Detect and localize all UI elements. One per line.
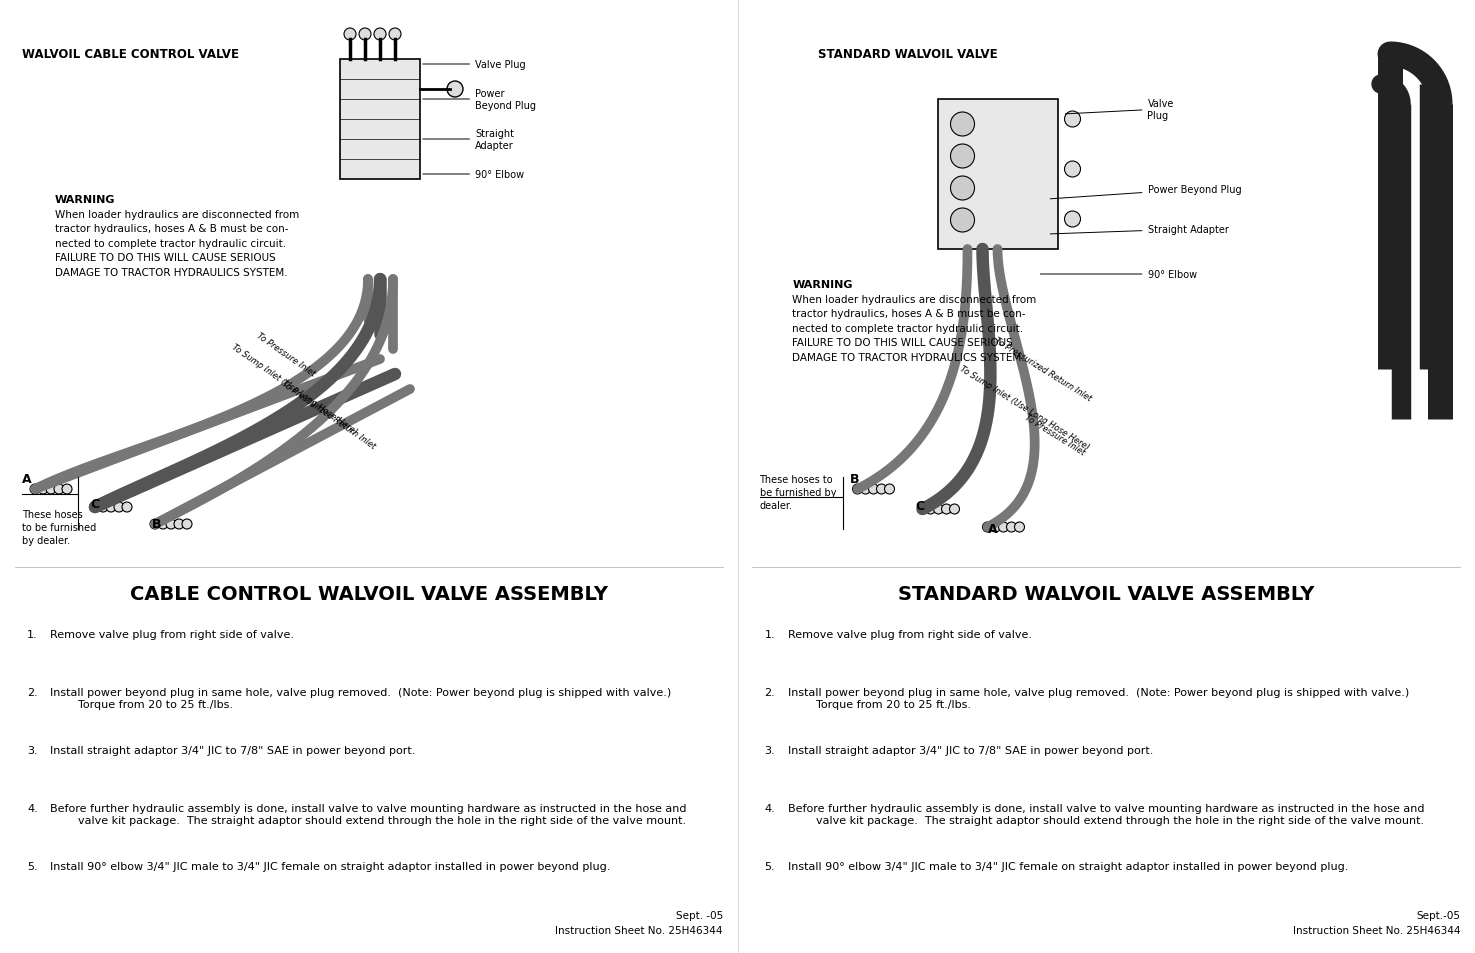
Text: 4.: 4. (764, 803, 776, 813)
Text: 1.: 1. (764, 629, 776, 639)
Text: Remove valve plug from right side of valve.: Remove valve plug from right side of val… (50, 629, 294, 639)
Circle shape (934, 504, 944, 515)
Circle shape (885, 484, 894, 495)
Text: Before further hydraulic assembly is done, install valve to valve mounting hardw: Before further hydraulic assembly is don… (788, 803, 1423, 824)
Text: To Sump Inlet (Use Long Hose Here): To Sump Inlet (Use Long Hose Here) (230, 343, 358, 436)
Text: 5.: 5. (764, 862, 776, 871)
Text: CABLE CONTROL WALVOIL VALVE ASSEMBLY: CABLE CONTROL WALVOIL VALVE ASSEMBLY (130, 584, 608, 603)
Circle shape (358, 29, 372, 41)
Circle shape (925, 504, 935, 515)
Text: Valve
Plug: Valve Plug (1065, 99, 1174, 121)
Circle shape (1065, 112, 1081, 128)
Circle shape (181, 519, 192, 530)
Text: Valve Plug: Valve Plug (423, 60, 525, 70)
Circle shape (55, 484, 63, 495)
Circle shape (1015, 522, 1025, 533)
Circle shape (30, 484, 40, 495)
Circle shape (97, 502, 108, 513)
Circle shape (389, 29, 401, 41)
Circle shape (344, 29, 355, 41)
Circle shape (876, 484, 886, 495)
Text: 2.: 2. (764, 687, 776, 698)
Bar (938, 100, 1058, 250)
Circle shape (114, 502, 124, 513)
Circle shape (106, 502, 117, 513)
Circle shape (1065, 162, 1081, 178)
Text: 4.: 4. (27, 803, 38, 813)
Circle shape (991, 522, 1000, 533)
Circle shape (174, 519, 184, 530)
Text: Install 90° elbow 3/4" JIC male to 3/4" JIC female on straight adaptor installed: Install 90° elbow 3/4" JIC male to 3/4" … (788, 862, 1348, 871)
Text: B: B (850, 473, 858, 486)
Text: Install 90° elbow 3/4" JIC male to 3/4" JIC female on straight adaptor installed: Install 90° elbow 3/4" JIC male to 3/4" … (50, 862, 611, 871)
Text: Sept. -05
Instruction Sheet No. 25H46344: Sept. -05 Instruction Sheet No. 25H46344 (555, 910, 723, 935)
Text: 90° Elbow: 90° Elbow (1040, 270, 1196, 280)
Circle shape (38, 484, 49, 495)
Circle shape (950, 145, 975, 169)
Circle shape (860, 484, 870, 495)
Text: Install power beyond plug in same hole, valve plug removed.  (Note: Power beyond: Install power beyond plug in same hole, … (50, 687, 671, 709)
Text: 90° Elbow: 90° Elbow (423, 170, 524, 180)
Text: To Sump Inlet (Use Long Hose Here): To Sump Inlet (Use Long Hose Here) (957, 364, 1090, 452)
Text: C: C (916, 500, 925, 513)
Text: 5.: 5. (27, 862, 38, 871)
Text: C: C (90, 498, 99, 511)
Circle shape (917, 504, 928, 515)
Text: 3.: 3. (27, 745, 38, 755)
Text: 1.: 1. (27, 629, 38, 639)
Text: 3.: 3. (764, 745, 776, 755)
Circle shape (90, 502, 100, 513)
Text: STANDARD WALVOIL VALVE ASSEMBLY: STANDARD WALVOIL VALVE ASSEMBLY (898, 584, 1314, 603)
Text: B: B (152, 518, 161, 531)
Text: WALVOIL CABLE CONTROL VALVE: WALVOIL CABLE CONTROL VALVE (22, 48, 239, 61)
Text: When loader hydraulics are disconnected from
tractor hydraulics, hoses A & B mus: When loader hydraulics are disconnected … (792, 294, 1037, 362)
Text: A: A (22, 473, 31, 486)
Circle shape (46, 484, 56, 495)
Text: These hoses to
be furnished by
dealer.: These hoses to be furnished by dealer. (760, 475, 836, 511)
Circle shape (62, 484, 72, 495)
Circle shape (999, 522, 1009, 533)
Circle shape (447, 82, 463, 98)
Circle shape (941, 504, 951, 515)
Circle shape (982, 522, 993, 533)
Circle shape (167, 519, 176, 530)
Text: To Pressure Inlet: To Pressure Inlet (255, 331, 317, 378)
Text: When loader hydraulics are disconnected from
tractor hydraulics, hoses A & B mus: When loader hydraulics are disconnected … (55, 210, 299, 277)
Text: Install straight adaptor 3/4" JIC to 7/8" SAE in power beyond port.: Install straight adaptor 3/4" JIC to 7/8… (788, 745, 1153, 755)
Circle shape (869, 484, 879, 495)
Text: WARNING: WARNING (55, 194, 115, 205)
Circle shape (950, 504, 960, 515)
Text: A: A (987, 523, 997, 536)
Text: To Pressurized Return Inlet: To Pressurized Return Inlet (993, 336, 1093, 403)
Text: Straight
Adapter: Straight Adapter (423, 129, 513, 151)
Text: Straight Adapter: Straight Adapter (1050, 225, 1229, 234)
Text: Before further hydraulic assembly is done, install valve to valve mounting hardw: Before further hydraulic assembly is don… (50, 803, 686, 824)
Circle shape (853, 484, 863, 495)
Text: STANDARD WALVOIL VALVE: STANDARD WALVOIL VALVE (817, 48, 997, 61)
Circle shape (150, 519, 159, 530)
Circle shape (375, 29, 386, 41)
Text: These hoses
to be furnished
by dealer.: These hoses to be furnished by dealer. (22, 510, 96, 546)
Text: Power Beyond Plug: Power Beyond Plug (1050, 185, 1240, 199)
Text: WARNING: WARNING (792, 280, 853, 290)
Text: To Pressure Inlet: To Pressure Inlet (1022, 413, 1086, 456)
Circle shape (1065, 212, 1081, 228)
Circle shape (950, 209, 975, 233)
Circle shape (122, 502, 131, 513)
Circle shape (1006, 522, 1016, 533)
Text: Install power beyond plug in same hole, valve plug removed.  (Note: Power beyond: Install power beyond plug in same hole, … (788, 687, 1409, 709)
Text: Sept.-05
Instruction Sheet No. 25H46344: Sept.-05 Instruction Sheet No. 25H46344 (1292, 910, 1460, 935)
Circle shape (950, 112, 975, 137)
Circle shape (158, 519, 168, 530)
Circle shape (950, 177, 975, 201)
Text: To Pressurized Return Inlet: To Pressurized Return Inlet (280, 378, 378, 451)
Text: 2.: 2. (27, 687, 38, 698)
Text: Power
Beyond Plug: Power Beyond Plug (423, 90, 535, 111)
Text: Remove valve plug from right side of valve.: Remove valve plug from right side of val… (788, 629, 1031, 639)
Text: Install straight adaptor 3/4" JIC to 7/8" SAE in power beyond port.: Install straight adaptor 3/4" JIC to 7/8… (50, 745, 416, 755)
Bar (341, 60, 420, 180)
